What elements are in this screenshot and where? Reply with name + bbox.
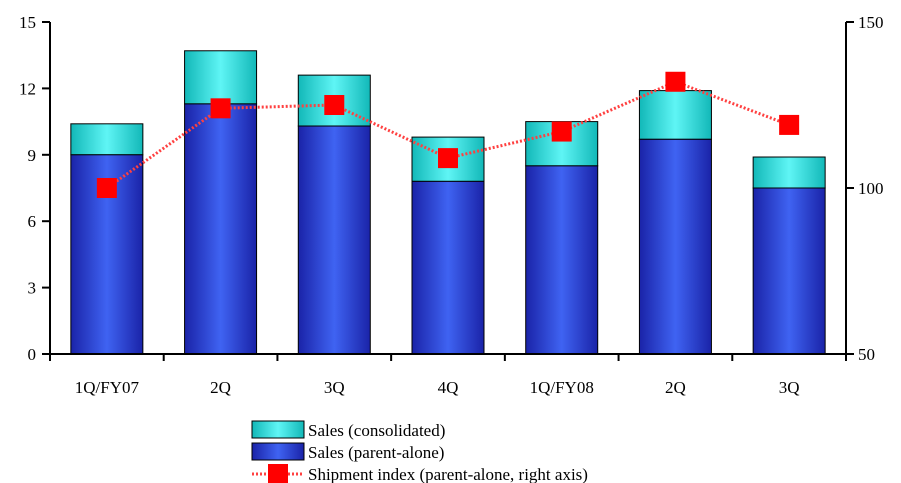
- legend: Sales (consolidated) Sales (parent-alone)…: [251, 420, 588, 483]
- bar-group: [70, 50, 826, 355]
- legend-consolidated-label: Sales (consolidated): [308, 421, 445, 440]
- bar-consolidated: [70, 123, 144, 156]
- axes: 0 3 6 9 12 15 50 100 150 1Q/FY07 2Q 3Q 4Q 1Q/FY08 2Q 3Q: [19, 13, 884, 397]
- shipment-index-point: [551, 121, 572, 142]
- bar-consolidated: [752, 156, 826, 189]
- bar-parent-alone: [752, 187, 826, 355]
- category-label: 1Q/FY08: [530, 378, 594, 397]
- category-label: 3Q: [324, 378, 345, 397]
- left-tick-label: 12: [19, 79, 36, 98]
- bar-parent-alone: [297, 125, 371, 355]
- shipment-index-point: [324, 95, 345, 115]
- category-label: 2Q: [210, 378, 231, 397]
- left-tick-label: 15: [19, 13, 36, 32]
- shipment-index-point: [210, 98, 231, 119]
- bar-parent-alone: [184, 103, 258, 355]
- legend-shipment-index-label: Shipment index (parent-alone, right axis…: [308, 465, 588, 483]
- bar-consolidated: [184, 50, 258, 105]
- bar-parent-alone: [525, 165, 599, 355]
- right-tick-label: 100: [858, 179, 884, 198]
- category-label: 1Q/FY07: [75, 378, 140, 397]
- category-label: 3Q: [779, 378, 800, 397]
- bar-parent-alone: [411, 180, 485, 355]
- shipment-line-layer: [96, 71, 800, 198]
- shipment-index-point: [779, 114, 800, 135]
- bar-consolidated: [638, 90, 712, 140]
- legend-parent-alone-label: Sales (parent-alone): [308, 443, 444, 462]
- right-tick-label: 50: [858, 345, 875, 364]
- left-tick-label: 9: [28, 146, 37, 165]
- shipment-index-point: [438, 148, 458, 169]
- left-tick-label: 6: [28, 212, 37, 231]
- left-tick-label: 3: [28, 279, 37, 298]
- legend-parent-alone-swatch: [251, 442, 305, 461]
- legend-consolidated-swatch: [251, 420, 305, 439]
- category-label: 4Q: [438, 378, 459, 397]
- shipment-index-point: [96, 178, 117, 198]
- left-tick-label: 0: [28, 345, 37, 364]
- right-tick-label: 150: [858, 13, 884, 32]
- legend-shipment-index-swatch-marker: [268, 464, 288, 483]
- category-label: 2Q: [665, 378, 686, 397]
- shipment-index-point: [665, 71, 686, 92]
- bar-parent-alone: [638, 138, 712, 355]
- bar-consolidated: [525, 121, 599, 167]
